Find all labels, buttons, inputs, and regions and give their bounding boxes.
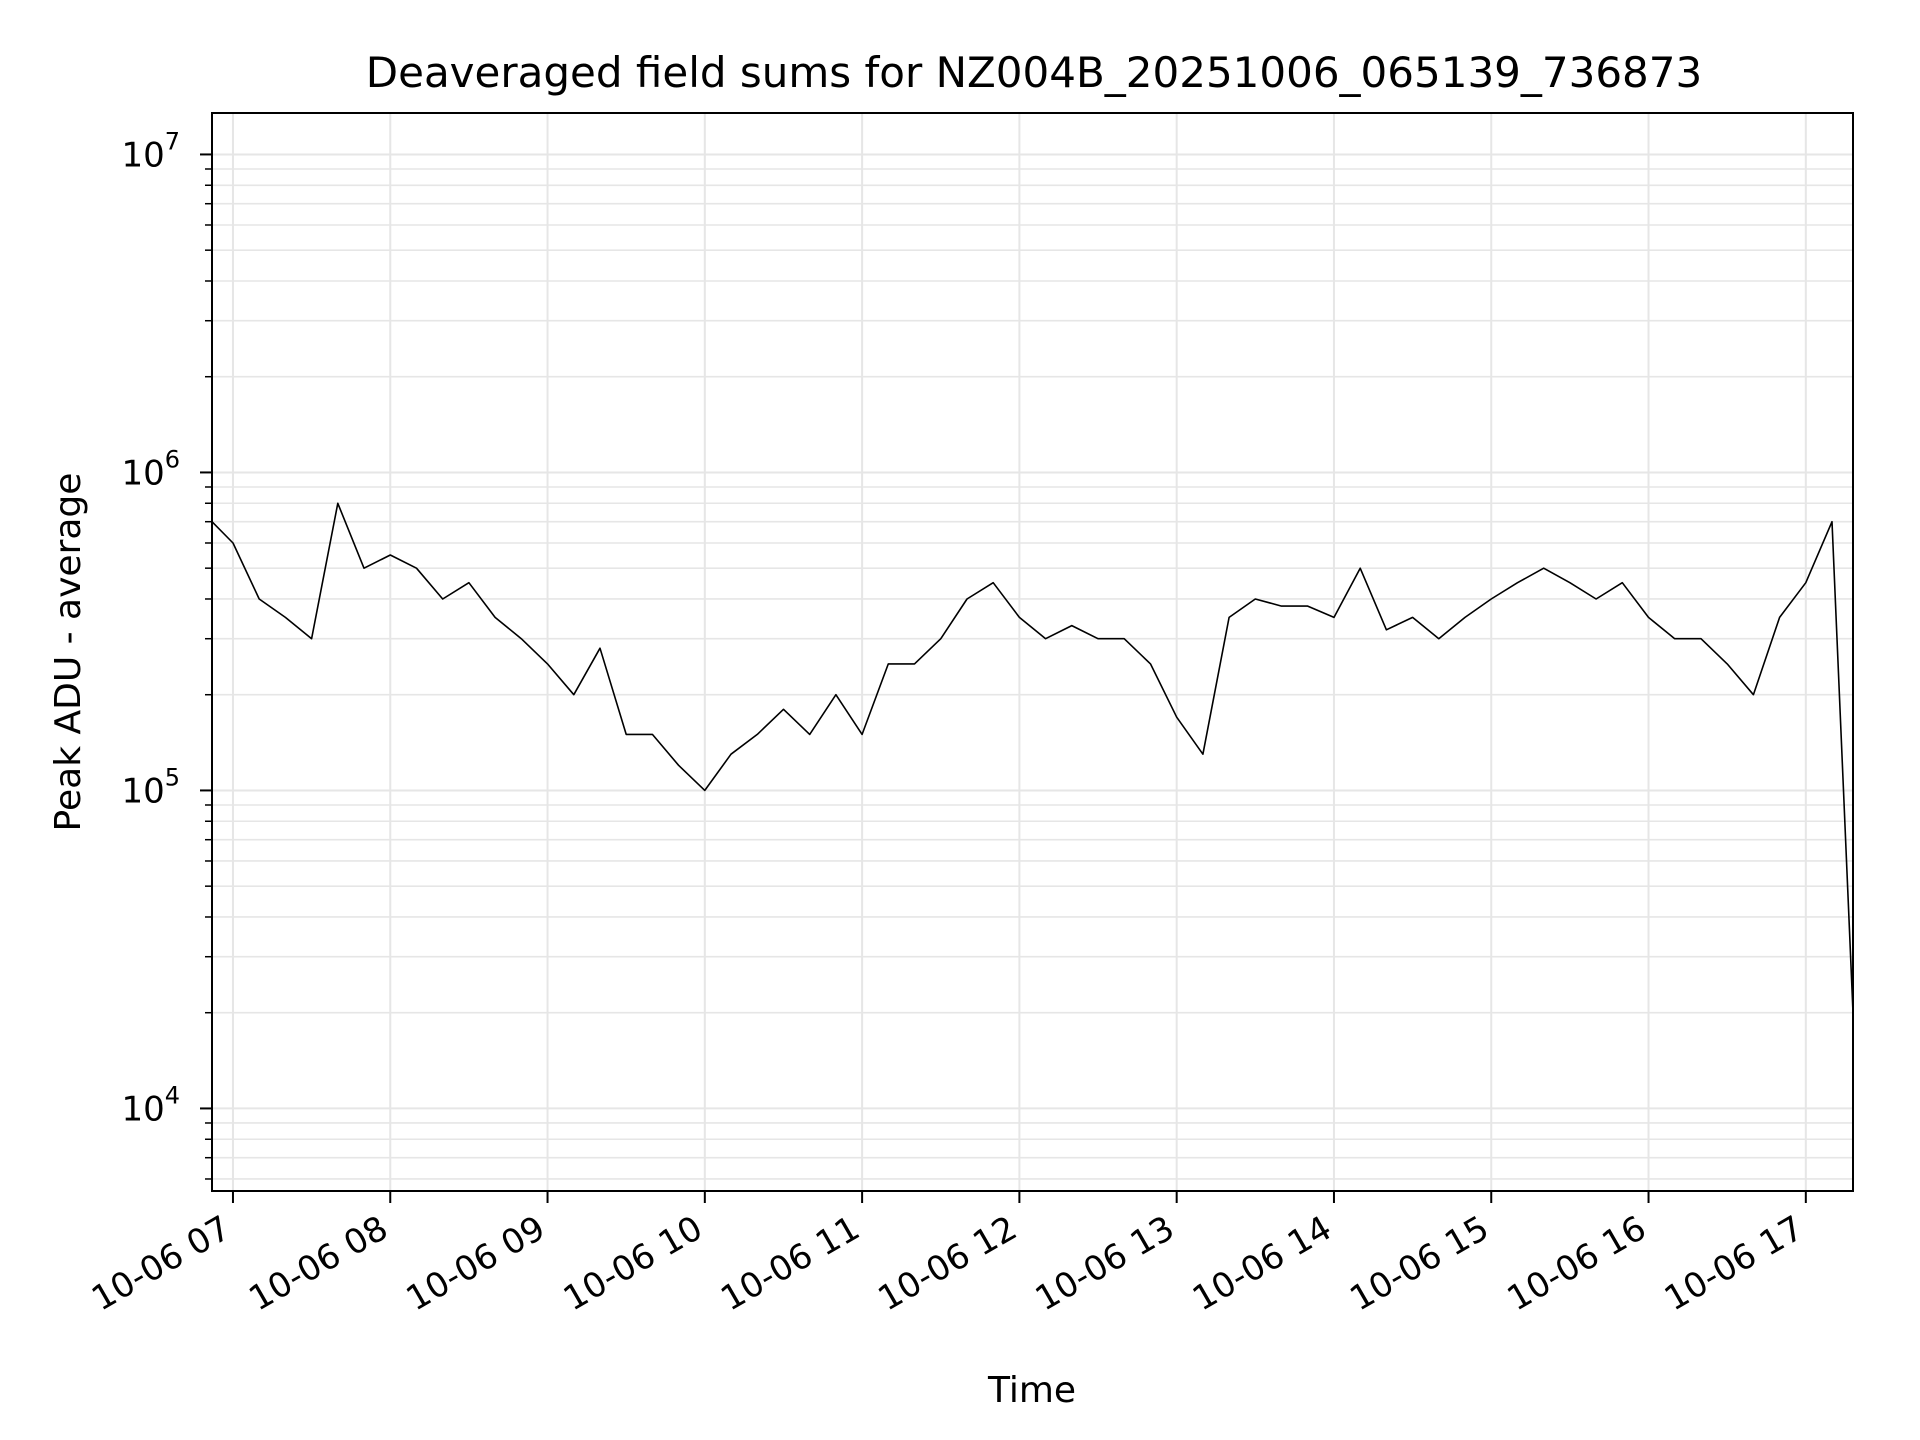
y-tick-label: 106 — [121, 445, 180, 493]
chart-title: Deaveraged field sums for NZ004B_2025100… — [366, 48, 1702, 97]
y-axis-label: Peak ADU - average — [48, 473, 89, 832]
y-tick-label: 107 — [121, 127, 180, 175]
y-tick-label: 104 — [121, 1081, 180, 1129]
plot-frame — [211, 112, 1854, 1192]
grid-lines — [212, 113, 1853, 1191]
series-line — [211, 502, 1854, 1013]
x-axis-label: Time — [987, 1370, 1076, 1411]
y-tick-label: 105 — [121, 763, 180, 811]
data-series — [211, 502, 1854, 1013]
